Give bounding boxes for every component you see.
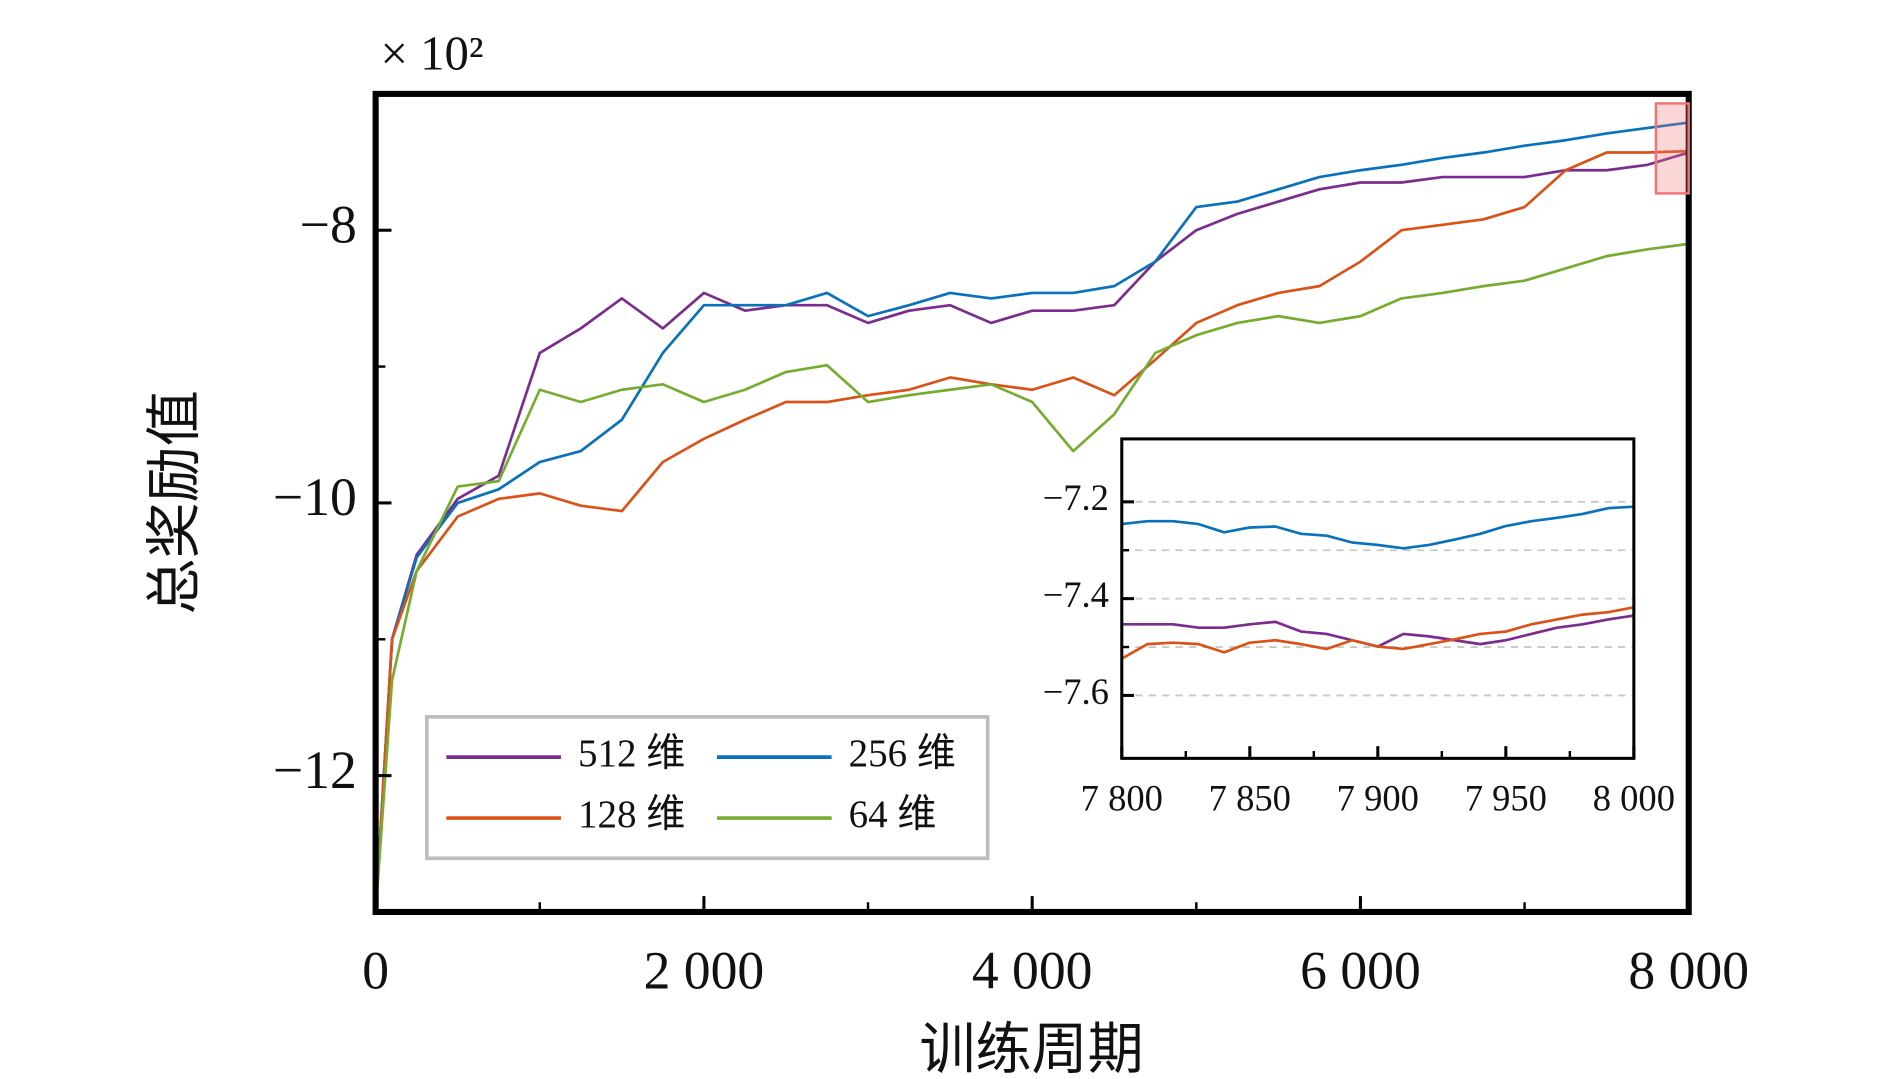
x-tick-label: 8 000 (1628, 941, 1749, 1001)
zoom-box (1654, 102, 1690, 195)
plot-1: 7 800 7 850 7 900 7 950 8 000 −7.2 −7.4 −7.6 (1043, 437, 1675, 819)
axis-multiplier: × 10² (381, 27, 484, 81)
y-tick-label: −7.4 (1043, 574, 1109, 615)
x-tick-label: 6 000 (1300, 941, 1421, 1001)
legend-label: 128 维 (578, 793, 685, 836)
series-line (375, 121, 1689, 912)
y-tick-label: −7.2 (1043, 477, 1109, 518)
series-line (1121, 606, 1634, 660)
x-tick-label: 4 000 (972, 941, 1093, 1001)
y-axis-label: 总奖励值 (144, 390, 206, 614)
x-tick-label: 8 000 (1593, 778, 1675, 819)
legend: 512 维 256 维 128 维 64 维 (425, 715, 990, 861)
x-tick-label: 0 (362, 941, 389, 1001)
series-line (375, 151, 1689, 912)
x-tick-label: 7 850 (1209, 778, 1291, 819)
y-tick-label: −8 (300, 195, 357, 255)
x-axis-label: 训练周期 (919, 1020, 1143, 1079)
y-tick-label: −7.6 (1043, 671, 1109, 712)
y-tick-label: −12 (273, 740, 357, 800)
series-line (375, 149, 1689, 912)
legend-label: 512 维 (578, 732, 685, 775)
series-line (1121, 505, 1634, 550)
series-line (375, 242, 1689, 912)
y-tick-label: −10 (273, 467, 357, 527)
legend-label: 64 维 (849, 793, 937, 836)
x-tick-label: 7 900 (1337, 778, 1419, 819)
legend-label: 256 维 (849, 732, 956, 775)
x-tick-label: 7 800 (1081, 778, 1163, 819)
x-tick-label: 7 950 (1465, 778, 1547, 819)
legend-frame (425, 715, 990, 861)
x-tick-label: 2 000 (644, 941, 765, 1001)
